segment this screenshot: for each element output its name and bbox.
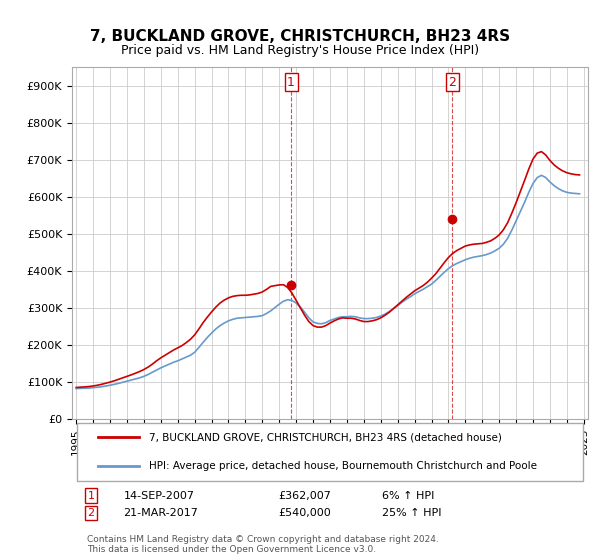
Text: HPI: Average price, detached house, Bournemouth Christchurch and Poole: HPI: Average price, detached house, Bour… <box>149 461 538 471</box>
Text: 14-SEP-2007: 14-SEP-2007 <box>124 491 194 501</box>
Text: 6% ↑ HPI: 6% ↑ HPI <box>382 491 434 501</box>
Text: £362,007: £362,007 <box>278 491 331 501</box>
Text: 25% ↑ HPI: 25% ↑ HPI <box>382 508 441 518</box>
Text: 2: 2 <box>448 76 456 89</box>
Text: 1: 1 <box>88 491 94 501</box>
FancyBboxPatch shape <box>77 423 583 481</box>
Text: Contains HM Land Registry data © Crown copyright and database right 2024.
This d: Contains HM Land Registry data © Crown c… <box>88 534 439 554</box>
Text: 7, BUCKLAND GROVE, CHRISTCHURCH, BH23 4RS: 7, BUCKLAND GROVE, CHRISTCHURCH, BH23 4R… <box>90 29 510 44</box>
Text: Price paid vs. HM Land Registry's House Price Index (HPI): Price paid vs. HM Land Registry's House … <box>121 44 479 57</box>
Text: 1: 1 <box>287 76 295 89</box>
Text: 2: 2 <box>88 508 95 518</box>
Text: £540,000: £540,000 <box>278 508 331 518</box>
Text: 7, BUCKLAND GROVE, CHRISTCHURCH, BH23 4RS (detached house): 7, BUCKLAND GROVE, CHRISTCHURCH, BH23 4R… <box>149 432 502 442</box>
Text: 21-MAR-2017: 21-MAR-2017 <box>124 508 199 518</box>
